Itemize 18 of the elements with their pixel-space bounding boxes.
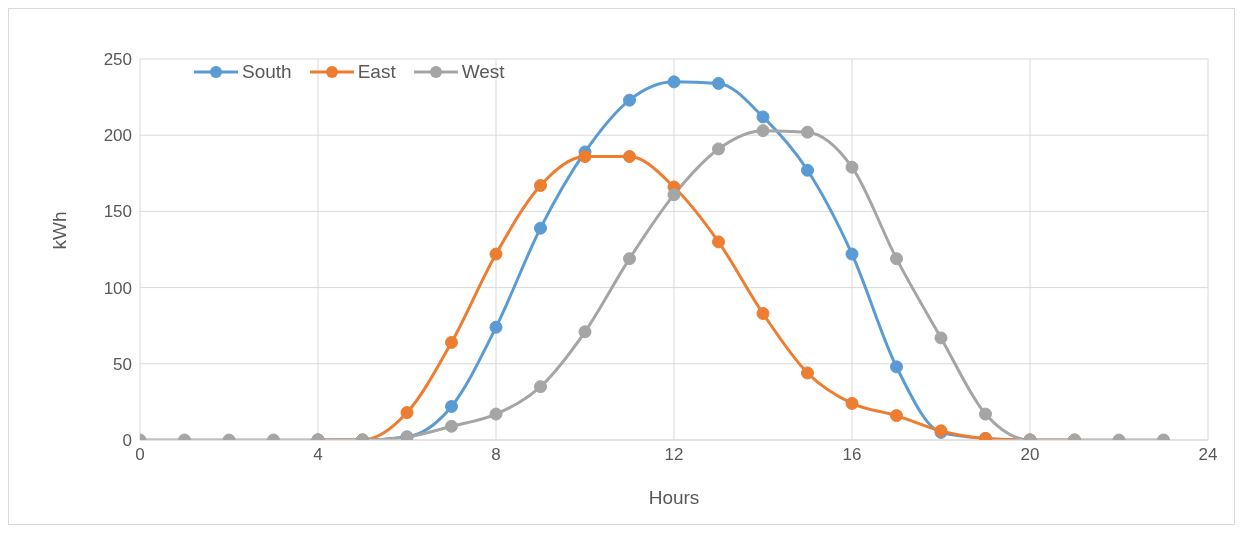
x-tick-label: 4 [313, 445, 323, 465]
y-tick-label: 0 [122, 431, 132, 451]
y-tick-label: 50 [113, 354, 132, 374]
legend-label: West [461, 61, 505, 83]
y-tick-label: 250 [103, 50, 132, 70]
x-tick-label: 20 [1020, 445, 1040, 465]
x-tick-label: 8 [491, 445, 501, 465]
x-tick-label: 24 [1198, 445, 1218, 465]
x-tick-label: 0 [135, 445, 145, 465]
x-axis-title: Hours [648, 487, 700, 508]
x-tick-label: 16 [842, 445, 862, 465]
y-tick-label: 100 [103, 278, 132, 298]
y-tick-label: 150 [103, 202, 132, 222]
x-tick-label: 12 [664, 445, 684, 465]
y-tick-label: 200 [103, 126, 132, 146]
legend-label: South [242, 61, 292, 83]
legend-label: East [357, 61, 396, 83]
y-axis-title: kWh [48, 211, 70, 250]
